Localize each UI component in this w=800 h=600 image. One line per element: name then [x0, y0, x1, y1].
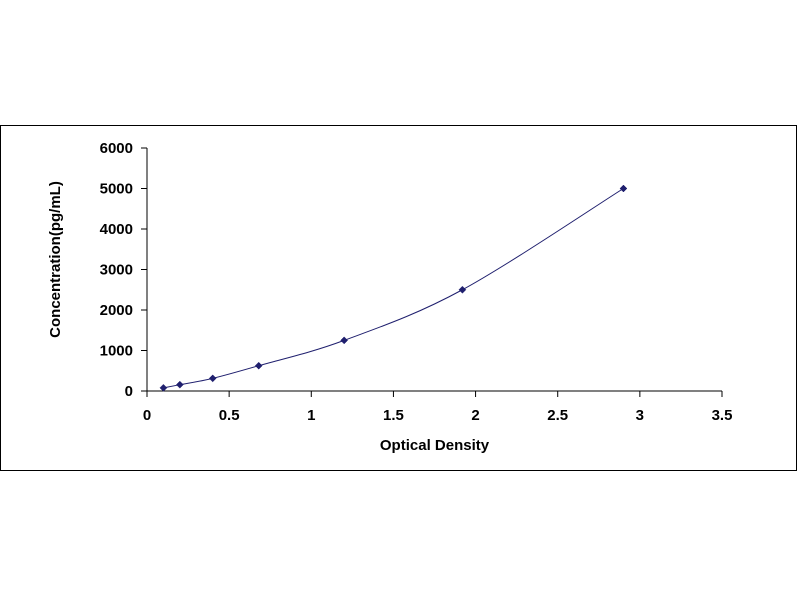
chart-frame [0, 125, 797, 471]
axes [146, 148, 722, 392]
x-tick-label: 1 [307, 407, 315, 424]
x-tick-label: 0 [143, 407, 151, 424]
x-axis-title: Optical Density [380, 437, 490, 454]
y-axis-title: Concentration(pg/mL) [47, 181, 64, 338]
y-axis-tick-labels: 0 1000 2000 3000 4000 5000 6000 [100, 140, 133, 400]
data-point-marker [208, 374, 217, 383]
y-tick-label: 1000 [100, 343, 133, 360]
x-axis-tick-labels: 0 0.5 1 1.5 2 2.5 3 3.5 [143, 407, 733, 424]
y-tick-label: 4000 [100, 221, 133, 238]
trend-curve [163, 188, 624, 389]
x-tick-label: 2 [471, 407, 479, 424]
y-tick-label: 2000 [100, 302, 133, 319]
y-tick-label: 5000 [100, 181, 133, 198]
data-point-marker [340, 336, 348, 345]
data-point-marker [159, 383, 168, 392]
data-points [159, 184, 628, 392]
x-tick-label: 3.5 [712, 407, 733, 424]
data-point-marker [176, 380, 184, 389]
x-tick-label: 2.5 [547, 407, 568, 424]
y-tick-label: 6000 [100, 140, 133, 157]
x-axis-ticks [146, 391, 723, 397]
y-tick-label: 0 [125, 383, 133, 400]
data-point-marker [254, 361, 263, 370]
x-tick-label: 1.5 [383, 407, 404, 424]
data-point-marker [619, 184, 628, 193]
y-tick-label: 3000 [100, 262, 133, 279]
x-tick-label: 0.5 [219, 407, 240, 424]
x-tick-label: 3 [636, 407, 644, 424]
y-axis-ticks [141, 147, 147, 392]
data-point-marker [458, 285, 467, 294]
